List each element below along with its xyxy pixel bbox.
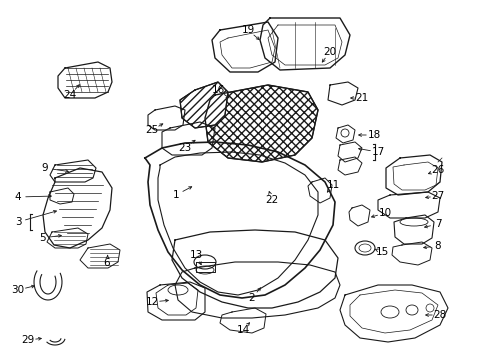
Text: 13: 13 [189,250,202,260]
Text: 30: 30 [11,285,24,295]
Text: 5: 5 [39,233,45,243]
Text: 19: 19 [241,25,254,35]
Text: 12: 12 [145,297,158,307]
Text: 25: 25 [145,125,158,135]
Text: 1: 1 [172,190,179,200]
Text: 6: 6 [103,258,110,268]
Text: 26: 26 [430,165,444,175]
Text: 8: 8 [434,241,440,251]
Text: 4: 4 [15,192,21,202]
Polygon shape [180,82,227,128]
Text: 14: 14 [236,325,249,335]
Text: 10: 10 [378,208,391,218]
Text: 11: 11 [325,180,339,190]
Text: 23: 23 [178,143,191,153]
Text: 21: 21 [355,93,368,103]
Text: 22: 22 [265,195,278,205]
Text: 7: 7 [434,219,440,229]
Text: 15: 15 [375,247,388,257]
Text: 9: 9 [41,163,48,173]
Text: 28: 28 [432,310,446,320]
Text: 20: 20 [323,47,336,57]
Text: 16: 16 [211,85,224,95]
Text: 17: 17 [370,147,384,157]
Text: 2: 2 [248,293,255,303]
Text: 29: 29 [21,335,35,345]
Text: 24: 24 [63,90,77,100]
Text: 18: 18 [366,130,380,140]
Text: 3: 3 [15,217,21,227]
Polygon shape [204,85,317,162]
Text: 27: 27 [430,191,444,201]
